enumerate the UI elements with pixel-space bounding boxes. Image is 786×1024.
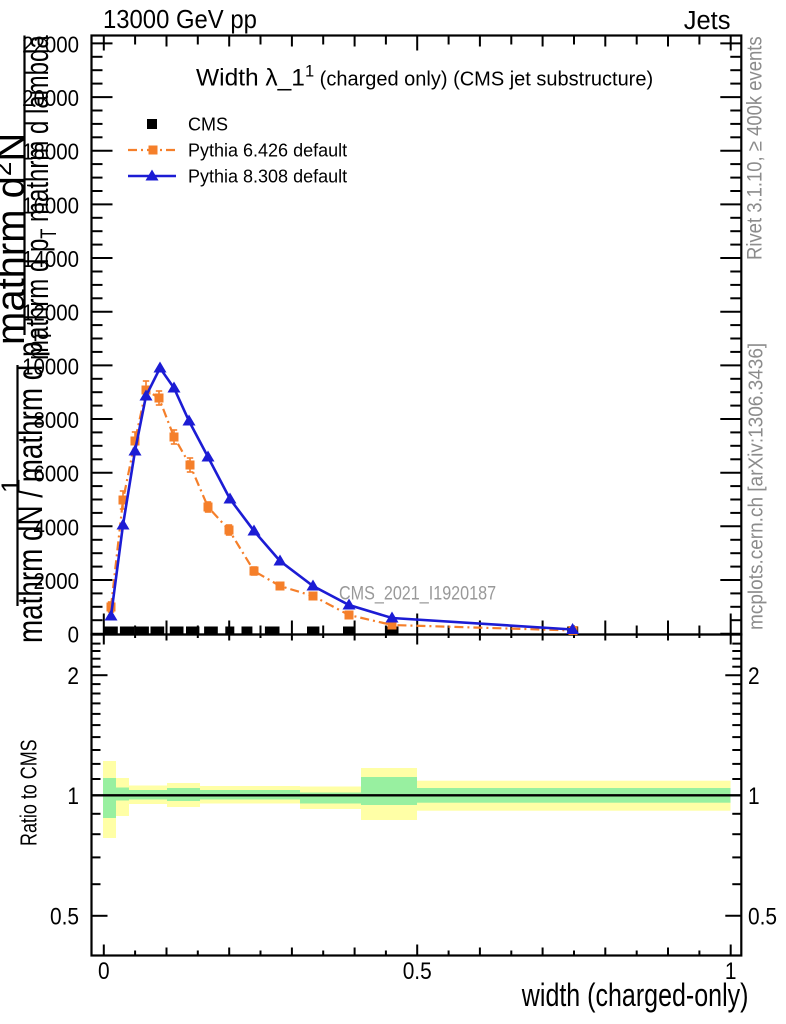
svg-text:0: 0 bbox=[98, 958, 110, 985]
svg-text:4000: 4000 bbox=[34, 514, 79, 541]
svg-text:0.5: 0.5 bbox=[50, 903, 79, 930]
svg-text:22000: 22000 bbox=[22, 31, 79, 58]
svg-text:1: 1 bbox=[725, 958, 737, 985]
svg-text:8000: 8000 bbox=[34, 407, 79, 434]
svg-text:Pythia 6.426 default: Pythia 6.426 default bbox=[188, 141, 347, 161]
svg-text:Width λ_11 (charged only) (CMS: Width λ_11 (charged only) (CMS jet subst… bbox=[196, 63, 653, 92]
svg-text:CMS_2021_I1920187: CMS_2021_I1920187 bbox=[339, 582, 496, 605]
svg-text:0: 0 bbox=[68, 621, 79, 648]
svg-text:mathrm d pT mathrm d lambda: mathrm d pT mathrm d lambda bbox=[19, 35, 62, 360]
svg-text:2: 2 bbox=[748, 662, 760, 689]
svg-text:Pythia 8.308 default: Pythia 8.308 default bbox=[188, 167, 347, 187]
svg-text:Rivet 3.1.10, ≥ 400k events: Rivet 3.1.10, ≥ 400k events bbox=[743, 36, 766, 260]
svg-text:2: 2 bbox=[67, 662, 79, 689]
svg-text:14000: 14000 bbox=[22, 246, 79, 273]
svg-text:13000 GeV pp: 13000 GeV pp bbox=[103, 6, 257, 34]
svg-text:2000: 2000 bbox=[34, 568, 79, 595]
svg-text:16000: 16000 bbox=[22, 192, 79, 219]
svg-text:mcplots.cern.ch [arXiv:1306.34: mcplots.cern.ch [arXiv:1306.3436] bbox=[745, 343, 768, 630]
svg-text:18000: 18000 bbox=[22, 138, 79, 165]
svg-text:20000: 20000 bbox=[22, 85, 79, 112]
svg-text:Jets: Jets bbox=[684, 7, 731, 35]
svg-text:1: 1 bbox=[67, 783, 79, 810]
svg-text:CMS: CMS bbox=[188, 115, 228, 135]
svg-text:mathrm dN / mathrm d pT: mathrm dN / mathrm d pT bbox=[10, 330, 57, 643]
svg-text:width (charged-only): width (charged-only) bbox=[521, 978, 749, 1014]
svg-text:12000: 12000 bbox=[22, 299, 79, 326]
svg-text:Ratio to CMS: Ratio to CMS bbox=[16, 739, 42, 846]
svg-text:1: 1 bbox=[748, 783, 760, 810]
svg-text:0.5: 0.5 bbox=[403, 958, 432, 985]
svg-text:1: 1 bbox=[0, 479, 25, 493]
svg-text:10000: 10000 bbox=[22, 353, 79, 380]
svg-text:6000: 6000 bbox=[34, 460, 79, 487]
svg-text:0.5: 0.5 bbox=[748, 903, 777, 930]
